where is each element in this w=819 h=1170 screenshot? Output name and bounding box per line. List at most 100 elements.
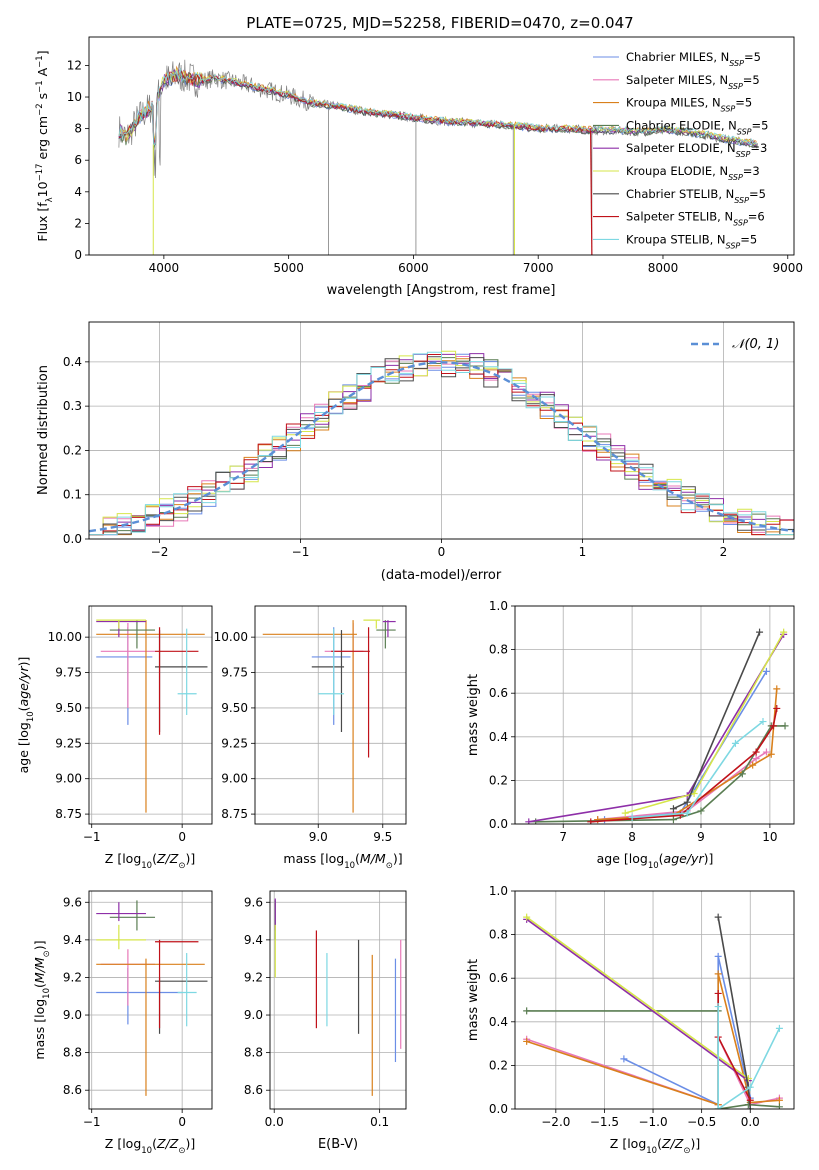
y-tick-label: 0.2	[489, 773, 508, 787]
series-line-5	[526, 916, 749, 1080]
legend-label-value: =3	[750, 141, 767, 155]
y-tick-label: 0.0	[489, 1102, 508, 1116]
legend-label-sub: SSP	[737, 127, 752, 136]
label-part: 10	[648, 861, 659, 871]
series-marker-3	[775, 1103, 783, 1109]
y-tick-label: 0.3	[63, 399, 82, 413]
legend-label-text: Salpeter STELIB, N	[626, 210, 733, 224]
label-part: λ	[45, 197, 55, 202]
chart-residuals: −2 −1 0 1 2 0.0 0.1 0.2 0.3 0.4 (data-model)/error…	[36, 321, 795, 583]
label-part: Z/Z	[156, 1136, 179, 1151]
label-part: age/yr	[664, 851, 705, 866]
x-tick-label: 9.0	[309, 830, 328, 844]
y-tick-label: 9.75	[55, 666, 82, 680]
label-part: ]	[35, 50, 50, 55]
series-marker-5	[621, 809, 629, 817]
x-tick-label: 9	[697, 830, 705, 844]
label-part: 10	[26, 711, 36, 722]
label-part: )]	[16, 657, 31, 667]
y-tick-label: 0.8	[489, 928, 508, 942]
label-part: (	[152, 1136, 157, 1151]
axes-frame: 0.0 0.1 8.6 8.8 9.0 9.2 9.4 9.6 E(B-V)	[244, 890, 407, 1152]
label-part: (	[16, 706, 31, 711]
label-part: −1	[35, 55, 45, 68]
legend-label: Chabrier STELIB, NSSP=5	[626, 187, 766, 205]
x-tick-label: 0	[178, 830, 186, 844]
y-tick-label: 8.6	[63, 1083, 82, 1097]
label-part: A	[35, 67, 50, 80]
y-tick-label: 9.0	[244, 1008, 263, 1022]
series-marker-1	[762, 748, 770, 756]
series-marker-1	[752, 755, 760, 763]
legend-label: Salpeter ELODIE, NSSP=3	[626, 141, 767, 159]
plot-area	[118, 59, 758, 255]
label-part: −2	[35, 103, 45, 116]
series-marker-0	[762, 667, 770, 675]
legend-label-value: =6	[748, 210, 765, 224]
series-marker-8	[775, 1024, 783, 1032]
legend-label-sub: SSP	[726, 241, 741, 250]
x-tick-label: −2	[151, 545, 169, 559]
x-tick-label: −0.5	[687, 1115, 716, 1129]
legend-label-value: =5	[735, 96, 752, 110]
chart-mass_weight_vs_Z: −2.0 −1.5 −1.0 −0.5 0.0 0.0 0.2 0.4 0.6 0.8 1.0 Z […	[466, 884, 795, 1156]
axis-label: mass [log10(M/M⊙)]	[283, 851, 402, 871]
label-part: )]	[690, 1136, 700, 1151]
series-line-4	[528, 633, 785, 823]
label-part: 10	[646, 1146, 657, 1156]
x-tick-label: 9000	[772, 261, 803, 275]
series-marker-8	[628, 813, 636, 821]
y-tick-label: 0.4	[489, 1015, 508, 1029]
series-line-7	[590, 708, 778, 823]
x-tick-label: 7000	[523, 261, 554, 275]
series-marker-8	[683, 809, 691, 817]
label-part: ⊙	[42, 950, 52, 957]
legend-label: Chabrier MILES, NSSP=5	[626, 50, 761, 68]
x-tick-label: 10	[762, 830, 777, 844]
y-tick-label: 0.0	[63, 532, 82, 546]
axes-frame: 9.0 9.5 8.75 9.00 9.25 9.50 9.75 10.00 mass [log…	[214, 605, 407, 871]
series-marker-8	[759, 718, 767, 726]
axes-frame: 4000 5000 6000 7000 8000 9000 0 2 4 6 8 10 12 wavelen…	[35, 36, 803, 298]
y-tick-label: 9.2	[244, 970, 263, 984]
axes-border	[269, 890, 407, 1110]
series-line-5	[624, 631, 785, 814]
y-tick-label: 12	[67, 58, 82, 72]
label-part: 10	[344, 861, 355, 871]
axes-frame: −2.0 −1.5 −1.0 −0.5 0.0 0.0 0.2 0.4 0.6 0.8 1.0 Z […	[466, 884, 795, 1156]
chart-spectrum: 4000 5000 6000 7000 8000 9000 0 2 4 6 8 10 12 wavelen…	[35, 36, 803, 298]
legend-label-value: =5	[740, 232, 757, 246]
y-tick-label: 10.00	[214, 630, 248, 644]
y-tick-label: 10.00	[48, 630, 82, 644]
axes-frame: −2 −1 0 1 2 0.0 0.1 0.2 0.3 0.4 (data-model)/error…	[36, 321, 795, 583]
axes-border	[88, 890, 213, 1110]
series-marker-7	[587, 818, 595, 824]
y-tick-label: 9.4	[244, 933, 263, 947]
y-tick-label: 9.00	[221, 772, 248, 786]
legend-label-value: =3	[743, 164, 760, 178]
x-tick-label: −2.0	[541, 1115, 570, 1129]
axes-border	[88, 36, 795, 256]
axes-border	[88, 605, 213, 825]
label-part: )]	[704, 851, 714, 866]
label-part: (	[355, 851, 360, 866]
legend-label: 𝒩(0, 1)	[732, 337, 779, 352]
y-tick-label: 9.0	[63, 1008, 82, 1022]
y-tick-label: 9.00	[55, 772, 82, 786]
series-marker-2	[523, 1037, 531, 1045]
series-marker-3	[738, 770, 746, 778]
label-part: mass [log	[283, 851, 344, 866]
label-part: ⊙	[683, 1146, 690, 1156]
series-marker-3	[697, 807, 705, 815]
legend-label-sub: SSP	[736, 150, 751, 159]
label-part: Z [log	[105, 851, 141, 866]
series-marker-6	[669, 805, 677, 813]
legend-label-sub: SSP	[721, 104, 736, 113]
x-tick-label: 5000	[273, 261, 304, 275]
model-spectrum-8	[118, 68, 757, 147]
y-tick-label: 9.6	[63, 895, 82, 909]
series-marker-3	[523, 1007, 531, 1015]
series-marker-3	[781, 722, 789, 730]
series-marker-7	[714, 989, 722, 997]
